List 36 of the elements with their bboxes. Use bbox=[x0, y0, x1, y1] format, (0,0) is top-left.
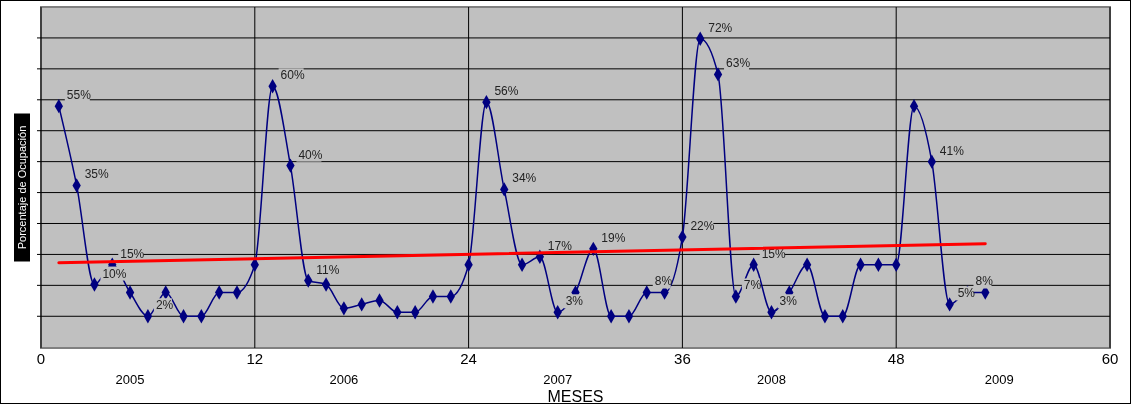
text: 2006 bbox=[329, 372, 359, 387]
data-label: 35% bbox=[84, 167, 109, 182]
data-label: 22% bbox=[690, 218, 715, 233]
text: 2005 bbox=[115, 372, 145, 387]
x-tick-label: 48 bbox=[887, 350, 905, 367]
data-label: 41% bbox=[939, 143, 965, 158]
data-label: 15% bbox=[761, 246, 787, 261]
data-label: 8% bbox=[975, 274, 994, 289]
x-tick-label: 24 bbox=[460, 350, 477, 367]
data-label: 34% bbox=[512, 171, 537, 186]
data-label: 8% bbox=[654, 274, 673, 289]
data-label: 17% bbox=[547, 238, 573, 253]
data-label: 3% bbox=[565, 294, 584, 309]
text: 2008 bbox=[757, 372, 786, 387]
data-label: 55% bbox=[66, 88, 92, 103]
x-tick-label: 36 bbox=[674, 350, 691, 367]
data-label: 2% bbox=[155, 298, 174, 313]
x-tick-label: 60 bbox=[1101, 350, 1119, 367]
data-label: 40% bbox=[298, 147, 323, 162]
x-tick-label: 12 bbox=[246, 350, 264, 367]
data-label: 72% bbox=[708, 20, 733, 35]
data-label: 56% bbox=[494, 84, 519, 99]
y-axis-title: Porcentaje de Ocupación bbox=[16, 125, 28, 250]
data-label: 60% bbox=[280, 68, 305, 83]
x-axis-title: MESES bbox=[547, 388, 604, 404]
data-label: 3% bbox=[779, 294, 798, 309]
data-label: 11% bbox=[316, 262, 340, 277]
text: 2007 bbox=[543, 372, 573, 387]
text: 2009 bbox=[984, 372, 1014, 387]
data-label: 10% bbox=[102, 266, 127, 281]
data-label: 5% bbox=[957, 286, 976, 301]
x-tick-label: 0 bbox=[36, 350, 46, 367]
data-label: 7% bbox=[743, 278, 762, 293]
data-label: 19% bbox=[601, 230, 626, 245]
data-label: 63% bbox=[726, 56, 751, 71]
data-label: 15% bbox=[120, 246, 145, 261]
